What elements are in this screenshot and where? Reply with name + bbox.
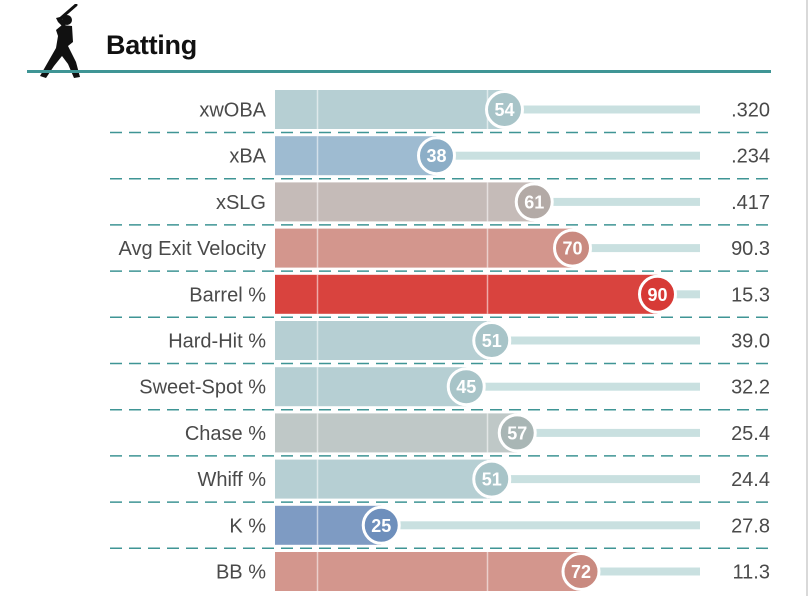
percentile-bar (275, 136, 437, 176)
section-header: Batting (0, 0, 810, 78)
percentile-value: 38 (426, 146, 446, 166)
stat-value: 25.4 (731, 423, 770, 445)
percentile-circle (514, 182, 554, 222)
percentile-track (581, 567, 700, 576)
percentile-value: 51 (482, 331, 502, 351)
stat-value: 90.3 (731, 238, 770, 260)
metric-row: 51 Whiff % 24.4 (110, 459, 770, 503)
percentile-value: 61 (524, 192, 544, 212)
metric-label: Hard-Hit % (168, 331, 266, 353)
percentile-circle (472, 459, 512, 499)
percentile-circle (446, 367, 486, 407)
stat-value: 39.0 (731, 331, 770, 353)
percentile-value: 51 (482, 470, 502, 490)
percentile-circle (417, 136, 456, 176)
percentile-circle (472, 321, 512, 360)
percentile-track (504, 105, 700, 114)
percentile-bar (275, 228, 573, 268)
percentile-value: 25 (371, 516, 391, 536)
metric-row: 61 xSLG .417 (110, 182, 770, 226)
metric-label: Chase % (185, 423, 266, 445)
panel-border (806, 0, 808, 596)
metric-label: Whiff % (197, 469, 266, 491)
metric-row: 54 xwOBA .320 (110, 90, 770, 134)
stat-value: .234 (731, 146, 770, 168)
metric-row: 57 Chase % 25.4 (110, 413, 770, 457)
percentile-track (572, 244, 700, 253)
percentile-track (491, 336, 700, 345)
stat-value: .320 (731, 100, 770, 122)
percentile-track (466, 382, 700, 391)
stat-value: 27.8 (731, 515, 770, 537)
metric-label: Barrel % (189, 284, 266, 306)
metric-label: xSLG (216, 192, 266, 214)
metric-label: xwOBA (199, 100, 266, 122)
metric-row: 90 Barrel % 15.3 (110, 274, 770, 319)
percentile-circle (561, 552, 601, 591)
stat-value: 32.2 (731, 377, 770, 399)
percentile-track (517, 428, 700, 437)
stat-value: 11.3 (733, 562, 770, 584)
percentile-circle (497, 413, 537, 453)
metric-row: 51 Hard-Hit % 39.0 (110, 321, 770, 365)
percentile-value: 72 (571, 562, 591, 582)
title-rule (27, 70, 771, 73)
percentile-value: 45 (456, 377, 476, 397)
metric-label: xBA (229, 146, 266, 168)
percentile-bar (275, 459, 492, 499)
stat-value: .417 (731, 192, 770, 214)
percentile-track (436, 151, 700, 160)
metric-label: Avg Exit Velocity (119, 238, 266, 260)
metric-row: 70 Avg Exit Velocity 90.3 (110, 228, 770, 272)
stat-value: 24.4 (731, 469, 770, 491)
percentile-value: 70 (562, 239, 582, 259)
percentile-bar (275, 413, 518, 453)
percentile-track (381, 521, 700, 530)
percentile-track (491, 475, 700, 484)
percentile-track (657, 290, 700, 299)
percentile-circle (485, 90, 524, 129)
metric-row: 25 K % 27.8 (110, 505, 770, 550)
percentile-circle (361, 505, 401, 545)
percentile-bar (275, 367, 467, 407)
percentile-circle (638, 274, 677, 314)
percentile-bar (275, 321, 492, 360)
metric-row: 72 BB % 11.3 (216, 552, 770, 591)
percentile-bar (275, 90, 505, 129)
metric-label: K % (229, 515, 266, 537)
metric-row: 45 Sweet-Spot % 32.2 (110, 367, 770, 411)
metric-label: Sweet-Spot % (139, 377, 266, 399)
percentile-track (534, 197, 700, 206)
percentile-value: 90 (647, 285, 667, 305)
metric-row: 38 xBA .234 (110, 136, 770, 180)
section-title: Batting (106, 30, 197, 60)
percentile-bar (275, 182, 535, 222)
stat-value: 15.3 (731, 284, 770, 306)
percentile-circle (553, 228, 592, 268)
percentile-bar (275, 552, 581, 591)
percentile-bar (275, 274, 658, 314)
percentile-value: 54 (494, 100, 514, 120)
metric-label: BB % (216, 562, 266, 584)
percentile-value: 57 (507, 423, 527, 443)
batter-silhouette-icon (40, 4, 80, 78)
